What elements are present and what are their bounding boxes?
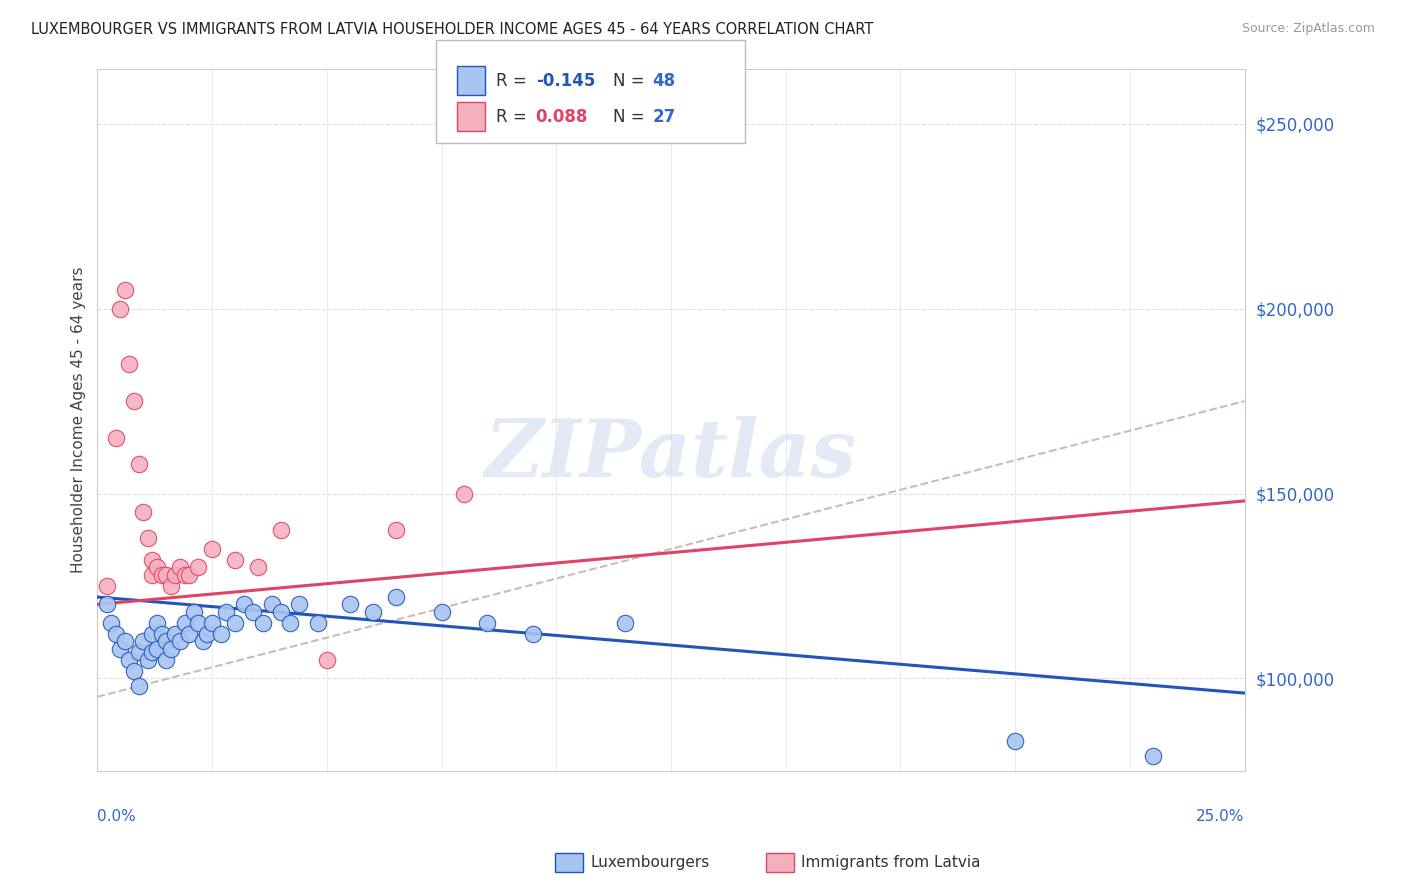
- Point: [128, 679, 150, 693]
- Point: [233, 598, 256, 612]
- Point: [146, 641, 169, 656]
- Text: ZIPatlas: ZIPatlas: [485, 416, 858, 493]
- Point: [136, 531, 159, 545]
- Text: R =: R =: [496, 72, 533, 90]
- Point: [179, 567, 201, 582]
- Point: [242, 605, 264, 619]
- Point: [224, 615, 246, 630]
- Text: 48: 48: [652, 72, 675, 90]
- Text: N =: N =: [613, 108, 650, 126]
- Point: [187, 560, 209, 574]
- Point: [118, 357, 141, 371]
- Point: [215, 605, 238, 619]
- Point: [209, 627, 232, 641]
- Point: [169, 634, 191, 648]
- Point: [260, 598, 283, 612]
- Point: [270, 524, 292, 538]
- Point: [315, 653, 337, 667]
- Text: 27: 27: [652, 108, 676, 126]
- Point: [122, 664, 145, 678]
- Point: [104, 627, 127, 641]
- Text: -0.145: -0.145: [536, 72, 595, 90]
- Point: [270, 605, 292, 619]
- Point: [155, 567, 177, 582]
- Point: [165, 567, 187, 582]
- Text: 25.0%: 25.0%: [1197, 809, 1244, 824]
- Text: Source: ZipAtlas.com: Source: ZipAtlas.com: [1241, 22, 1375, 36]
- Point: [197, 627, 219, 641]
- Point: [128, 457, 150, 471]
- Point: [141, 627, 163, 641]
- Point: [252, 615, 274, 630]
- Point: [128, 645, 150, 659]
- Point: [118, 653, 141, 667]
- Text: R =: R =: [496, 108, 533, 126]
- Point: [132, 634, 155, 648]
- Point: [110, 301, 132, 316]
- Point: [430, 605, 453, 619]
- Point: [384, 524, 406, 538]
- Point: [1004, 734, 1026, 748]
- Point: [114, 283, 136, 297]
- Point: [522, 627, 544, 641]
- Point: [183, 605, 205, 619]
- Point: [96, 579, 118, 593]
- Point: [173, 615, 195, 630]
- Point: [307, 615, 329, 630]
- Point: [201, 541, 224, 556]
- Point: [278, 615, 301, 630]
- Text: LUXEMBOURGER VS IMMIGRANTS FROM LATVIA HOUSEHOLDER INCOME AGES 45 - 64 YEARS COR: LUXEMBOURGER VS IMMIGRANTS FROM LATVIA H…: [31, 22, 873, 37]
- Point: [1142, 748, 1164, 763]
- Point: [110, 641, 132, 656]
- Point: [477, 615, 499, 630]
- Text: 0.0%: 0.0%: [97, 809, 136, 824]
- Point: [453, 486, 475, 500]
- Point: [150, 627, 173, 641]
- Point: [114, 634, 136, 648]
- Point: [96, 598, 118, 612]
- Point: [155, 634, 177, 648]
- Point: [201, 615, 224, 630]
- Point: [339, 598, 361, 612]
- Point: [155, 653, 177, 667]
- Point: [159, 641, 181, 656]
- Point: [246, 560, 269, 574]
- Point: [141, 553, 163, 567]
- Point: [146, 615, 169, 630]
- Point: [361, 605, 384, 619]
- Point: [288, 598, 311, 612]
- Point: [141, 567, 163, 582]
- Point: [141, 645, 163, 659]
- Text: Immigrants from Latvia: Immigrants from Latvia: [801, 855, 981, 870]
- Point: [384, 590, 406, 604]
- Point: [146, 560, 169, 574]
- Point: [136, 653, 159, 667]
- Point: [614, 615, 637, 630]
- Point: [100, 615, 122, 630]
- Point: [150, 567, 173, 582]
- Point: [132, 505, 155, 519]
- Text: 0.088: 0.088: [536, 108, 588, 126]
- Point: [173, 567, 195, 582]
- Y-axis label: Householder Income Ages 45 - 64 years: Householder Income Ages 45 - 64 years: [72, 267, 86, 573]
- Point: [179, 627, 201, 641]
- Point: [104, 431, 127, 445]
- Point: [165, 627, 187, 641]
- Text: Luxembourgers: Luxembourgers: [591, 855, 710, 870]
- Point: [187, 615, 209, 630]
- Point: [159, 579, 181, 593]
- Point: [224, 553, 246, 567]
- Point: [169, 560, 191, 574]
- Text: N =: N =: [613, 72, 650, 90]
- Point: [191, 634, 214, 648]
- Point: [122, 394, 145, 409]
